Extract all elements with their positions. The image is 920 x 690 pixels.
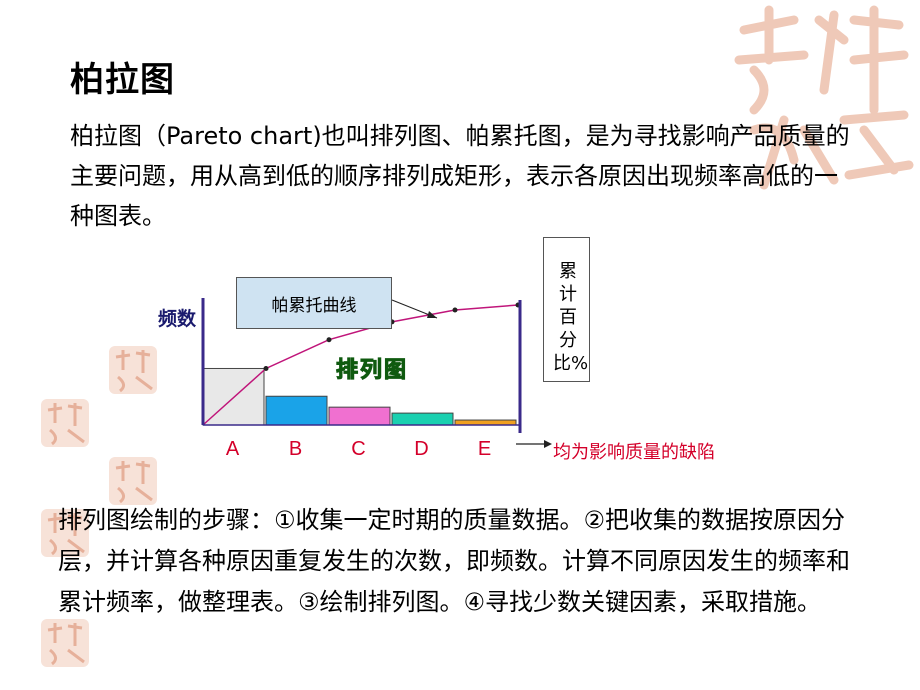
steps-paragraph: 排列图绘制的步骤：①收集一定时期的质量数据。②把收集的数据按原因分层，并计算各种…	[58, 506, 850, 616]
bar-B	[265, 395, 328, 426]
cumulative-point-D	[452, 307, 458, 313]
stamp-graphic	[41, 619, 89, 667]
page-title: 柏拉图	[70, 60, 175, 100]
y2-axis-label: 累计百分比%	[553, 261, 589, 374]
chart-title: 排列图	[335, 358, 409, 384]
curve-callout: 帕累托曲线	[236, 277, 392, 329]
y2-label-box	[543, 237, 590, 382]
stamp-graphic	[41, 509, 89, 557]
bar-C	[328, 406, 391, 426]
stamp-graphic	[109, 457, 157, 505]
stamp-graphic	[41, 399, 89, 447]
x-tick-label: E	[478, 438, 491, 460]
note-arrowhead	[544, 440, 552, 448]
chart-note: 均为影响质量的缺陷	[553, 442, 715, 463]
stamp-graphic	[109, 346, 157, 394]
y-axis-label: 频数	[158, 308, 197, 330]
x-tick-label: D	[414, 438, 428, 460]
cumulative-line	[202, 304, 519, 426]
intro-paragraph: 柏拉图（Pareto chart)也叫排列图、帕累托图，是为寻找影响产品质量的主…	[70, 122, 850, 230]
bar-D	[391, 412, 454, 426]
x-tick-label: C	[351, 438, 365, 460]
cumulative-point-A	[263, 365, 269, 371]
x-tick-label: B	[289, 438, 302, 460]
x-tick-label: A	[226, 438, 240, 460]
callout-arrowhead	[427, 311, 437, 318]
cumulative-point-B	[326, 337, 332, 343]
watermark-graphic	[734, 5, 914, 190]
